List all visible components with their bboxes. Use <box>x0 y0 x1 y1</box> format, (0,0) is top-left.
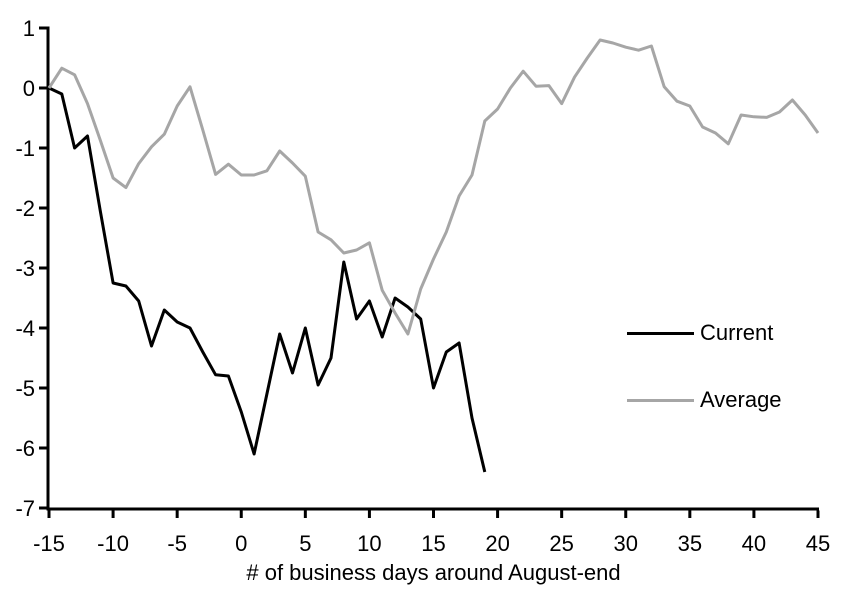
y-tick-label: -7 <box>15 496 35 521</box>
x-tick-label: -15 <box>33 531 65 556</box>
y-tick-label: -6 <box>15 436 35 461</box>
x-tick-label: -5 <box>167 531 187 556</box>
x-tick-label: 5 <box>299 531 311 556</box>
y-tick-label: -1 <box>15 136 35 161</box>
current-line-swatch <box>627 331 694 335</box>
x-tick-label: 15 <box>421 531 445 556</box>
y-tick-label: -5 <box>15 376 35 401</box>
legend-item-current: Current <box>627 320 782 345</box>
x-tick-label: 40 <box>742 531 766 556</box>
x-tick-label: 30 <box>614 531 638 556</box>
x-tick-label: 45 <box>806 531 830 556</box>
y-tick-label: 0 <box>23 76 35 101</box>
y-tick-label: 1 <box>23 16 35 41</box>
average-series-line <box>47 38 820 336</box>
x-axis-title: # of business days around August-end <box>246 560 621 585</box>
legend-label-current: Current <box>700 320 774 345</box>
y-tick-label: -4 <box>15 316 35 341</box>
x-tick-label: -10 <box>97 531 129 556</box>
x-tick-label: 25 <box>549 531 573 556</box>
legend-label-average: Average <box>700 387 782 412</box>
average-line-swatch <box>627 398 694 402</box>
x-tick-label: 0 <box>235 531 247 556</box>
current-series-line <box>48 86 487 473</box>
y-tick-label: -3 <box>15 256 35 281</box>
x-tick-label: 10 <box>357 531 381 556</box>
legend: Current Average <box>627 320 782 412</box>
y-tick-label: -2 <box>15 196 35 221</box>
x-tick-label: 20 <box>485 531 509 556</box>
legend-item-average: Average <box>627 387 782 412</box>
x-tick-label: 35 <box>678 531 702 556</box>
